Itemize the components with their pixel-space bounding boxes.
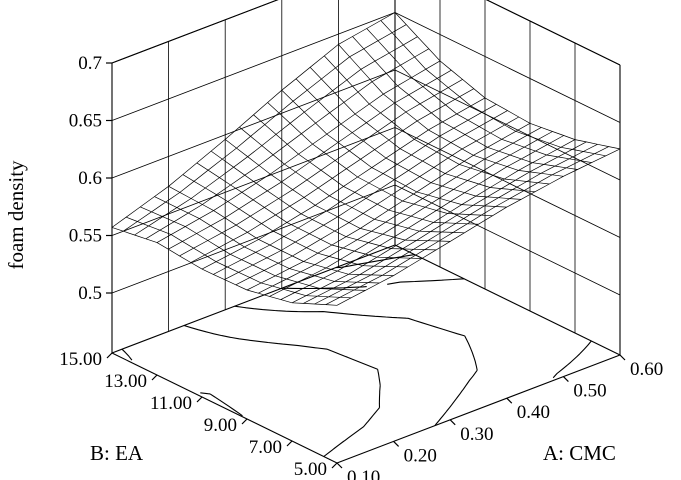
y-tick-mark xyxy=(196,396,203,403)
z-tick-label: 0.6 xyxy=(78,168,102,189)
box-edge xyxy=(111,244,396,354)
mesh-line xyxy=(145,48,429,240)
mesh-line xyxy=(111,227,338,306)
x-tick-mark xyxy=(619,354,626,361)
y-tick-label: 13.00 xyxy=(104,371,147,392)
mesh-line xyxy=(213,103,497,275)
wall-gridline xyxy=(111,12,396,121)
wall-gridline xyxy=(394,127,621,238)
mesh-line xyxy=(156,60,441,243)
mesh-line xyxy=(134,36,418,236)
contour-line xyxy=(281,278,592,379)
mesh-line xyxy=(239,126,465,234)
mesh-line xyxy=(394,12,621,150)
wall-gridline xyxy=(394,69,621,181)
z-tick-label: 0.5 xyxy=(78,283,102,304)
mesh-line xyxy=(314,143,598,305)
mesh-line xyxy=(291,139,576,304)
mesh-line xyxy=(123,24,407,232)
wall-gridline xyxy=(111,184,396,294)
y-tick-label: 15.00 xyxy=(59,349,102,370)
x-tick-mark xyxy=(393,440,400,447)
mesh-line xyxy=(111,12,396,228)
mesh-line xyxy=(269,131,553,297)
y-tick-label: 5.00 xyxy=(294,459,327,480)
z-tick-label: 0.65 xyxy=(69,111,102,132)
z-tick-label: 0.55 xyxy=(69,226,102,247)
wall-gridline xyxy=(394,184,621,296)
wall-gridline xyxy=(394,12,621,123)
x-tick-label: 0.30 xyxy=(460,424,493,445)
y-tick-label: 9.00 xyxy=(204,415,237,436)
mesh-line xyxy=(179,79,463,257)
contour-line xyxy=(183,324,381,457)
x-tick-label: 0.50 xyxy=(573,381,606,402)
box-edge xyxy=(336,354,621,464)
mesh-line xyxy=(324,55,550,185)
y-tick-mark xyxy=(151,374,158,381)
box-edge xyxy=(485,0,621,66)
y-tick-mark xyxy=(241,418,248,425)
box-edge xyxy=(111,352,338,464)
mesh-line xyxy=(352,36,578,170)
x-tick-mark xyxy=(506,397,513,404)
mesh-line xyxy=(258,127,542,294)
wall-gridline xyxy=(111,69,396,179)
box-edge xyxy=(394,244,621,356)
x-tick-label: 0.60 xyxy=(630,359,663,380)
x-axis-title: A: CMC xyxy=(543,441,616,465)
x-tick-label: 0.10 xyxy=(347,467,380,480)
box-edge xyxy=(111,0,279,64)
y-tick-mark xyxy=(286,440,293,447)
mesh-line xyxy=(168,69,452,250)
mesh-line xyxy=(336,148,621,306)
y-tick-mark xyxy=(106,352,113,359)
mesh-line xyxy=(190,88,474,263)
z-axis-title: foam density xyxy=(4,160,28,270)
mesh-line xyxy=(140,206,366,291)
mesh-line xyxy=(154,196,380,284)
x-tick-label: 0.40 xyxy=(517,402,550,423)
contour-line xyxy=(121,348,243,417)
mesh-line xyxy=(380,20,606,157)
x-tick-mark xyxy=(336,462,343,469)
axis-box xyxy=(111,0,621,464)
x-tick-label: 0.20 xyxy=(404,445,437,466)
mesh-line xyxy=(235,116,519,286)
contour-line xyxy=(234,305,478,427)
mesh-line xyxy=(280,135,564,300)
mesh-line xyxy=(295,78,522,200)
y-tick-label: 11.00 xyxy=(150,393,192,414)
response-surface-mesh xyxy=(111,12,621,306)
mesh-line xyxy=(246,122,531,291)
y-tick-mark xyxy=(331,462,338,469)
mesh-line xyxy=(303,141,587,304)
mesh-line xyxy=(325,146,609,305)
x-tick-mark xyxy=(562,376,569,383)
mesh-line xyxy=(201,97,486,270)
x-tick-mark xyxy=(449,419,456,426)
mesh-line xyxy=(224,110,508,280)
y-axis-title: B: EA xyxy=(90,441,144,465)
tick-labels: 0.5 0.55 0.6 0.65 0.7 0.10 0.20 0.30 0.40 0.50 0.6… xyxy=(59,53,663,480)
mesh-line xyxy=(168,185,394,276)
z-tick-label: 0.7 xyxy=(78,53,102,74)
y-tick-label: 7.00 xyxy=(249,437,282,458)
floor-contours xyxy=(121,254,592,457)
